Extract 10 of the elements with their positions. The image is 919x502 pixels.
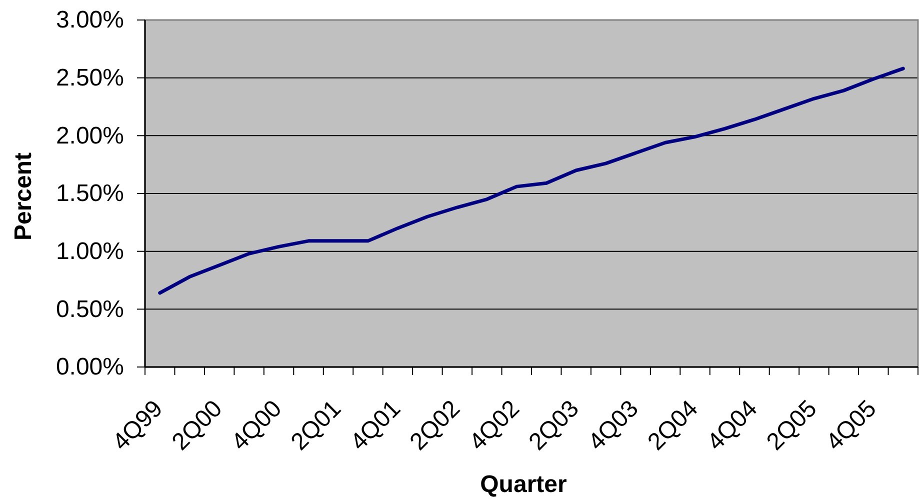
y-tick-label: 0.00%: [56, 354, 124, 381]
y-tick-label: 2.00%: [56, 122, 124, 150]
line-series: [158, 66, 905, 295]
y-tick-label: 2.50%: [56, 64, 124, 92]
y-axis-title: Percent: [10, 152, 37, 241]
y-tick-label: 3.00%: [56, 6, 124, 34]
y-tick-label: 1.50%: [56, 180, 124, 208]
y-tick-label: 0.50%: [56, 296, 124, 323]
y-tick-label: 1.00%: [56, 238, 124, 266]
x-axis-title: Quarter: [480, 471, 567, 498]
